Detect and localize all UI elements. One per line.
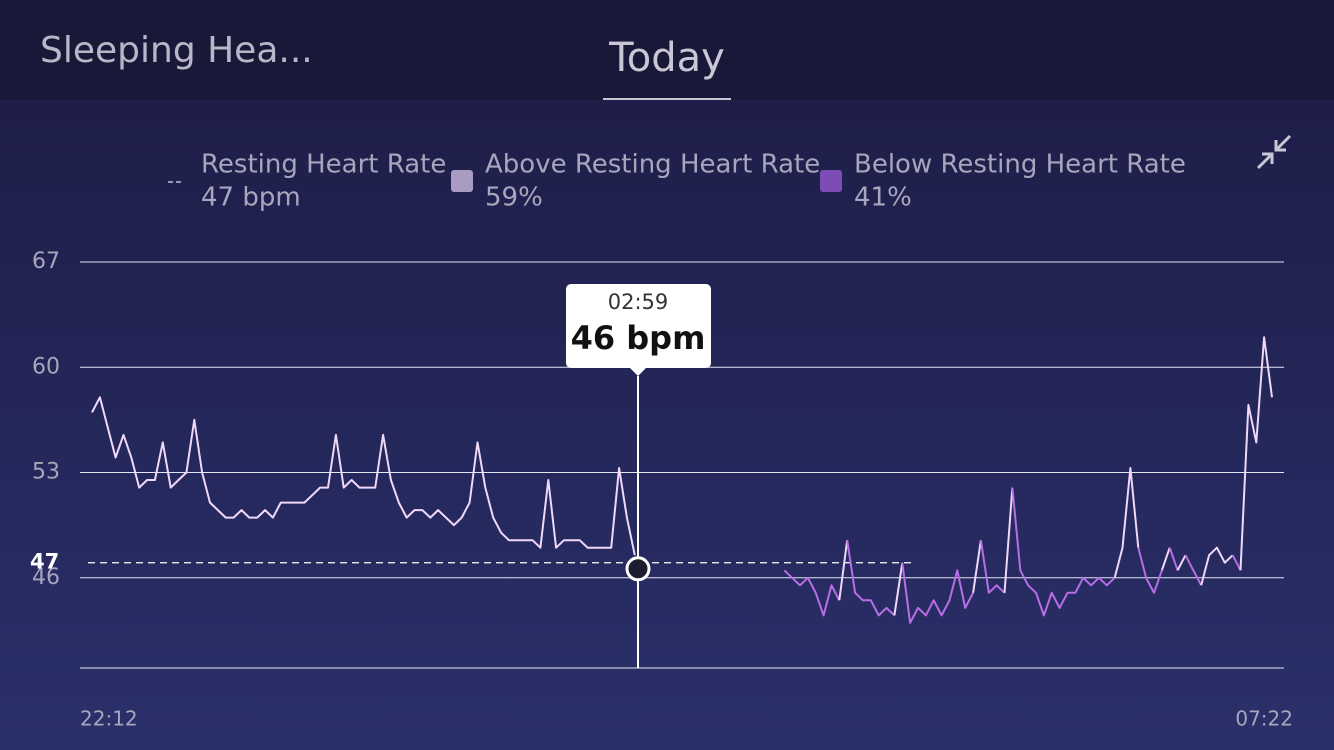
icon-part bbox=[1274, 134, 1292, 152]
heart-rate-line bbox=[1137, 547, 1163, 594]
heart-rate-line bbox=[1176, 554, 1187, 571]
tooltip: 02:59 46 bpm bbox=[566, 284, 711, 376]
heart-rate-line bbox=[783, 569, 841, 617]
heart-rate-line bbox=[1003, 487, 1014, 593]
heart-rate-line bbox=[972, 540, 982, 593]
legend-value: 59% bbox=[485, 183, 543, 213]
tooltip-pointer bbox=[630, 368, 646, 376]
heart-rate-line bbox=[1239, 336, 1273, 571]
heart-rate-line bbox=[91, 396, 636, 556]
heart-rate-line bbox=[893, 562, 904, 616]
x-label: 07:22 bbox=[1235, 707, 1293, 731]
heart-rate-line bbox=[1168, 547, 1179, 571]
legend-label: Below Resting Heart Rate bbox=[854, 150, 1186, 180]
heart-rate-line bbox=[901, 562, 974, 624]
legend-swatch bbox=[451, 170, 473, 192]
heart-rate-line bbox=[846, 540, 896, 617]
tab[interactable]: Today bbox=[608, 35, 725, 81]
tooltip-time: 02:59 bbox=[608, 290, 669, 314]
tooltip-box bbox=[566, 284, 711, 368]
legend-label: Above Resting Heart Rate bbox=[485, 150, 820, 180]
heart-rate-line bbox=[1184, 554, 1203, 586]
heart-rate-line bbox=[838, 540, 849, 601]
tooltip-value: 46 bpm bbox=[571, 319, 706, 357]
heart-rate-line bbox=[1160, 547, 1171, 571]
collapse-icon[interactable] bbox=[1256, 134, 1292, 170]
top-bar bbox=[0, 0, 1334, 100]
legend-swatch bbox=[820, 170, 842, 192]
y-tick-label: 53 bbox=[32, 460, 60, 485]
heart-rate-line bbox=[1200, 546, 1234, 586]
cursor-point bbox=[625, 556, 651, 582]
heart-rate-line bbox=[1011, 487, 1116, 617]
resting-label: 47 bbox=[30, 550, 59, 574]
icon-part bbox=[1256, 152, 1274, 170]
legend-label: Resting Heart Rate bbox=[201, 150, 446, 180]
x-label: 22:12 bbox=[80, 707, 138, 731]
heart-rate-line bbox=[1113, 467, 1140, 579]
heart-rate-line bbox=[979, 540, 1006, 594]
legend-value: 41% bbox=[854, 183, 912, 213]
heart-rate-line bbox=[1231, 554, 1242, 571]
y-tick-label: 46 bbox=[32, 565, 60, 590]
page-title: Sleeping Hea... bbox=[40, 30, 313, 71]
y-tick-label: 67 bbox=[32, 249, 60, 274]
legend-value: 47 bpm bbox=[201, 183, 301, 213]
y-tick-label: 60 bbox=[32, 354, 60, 379]
